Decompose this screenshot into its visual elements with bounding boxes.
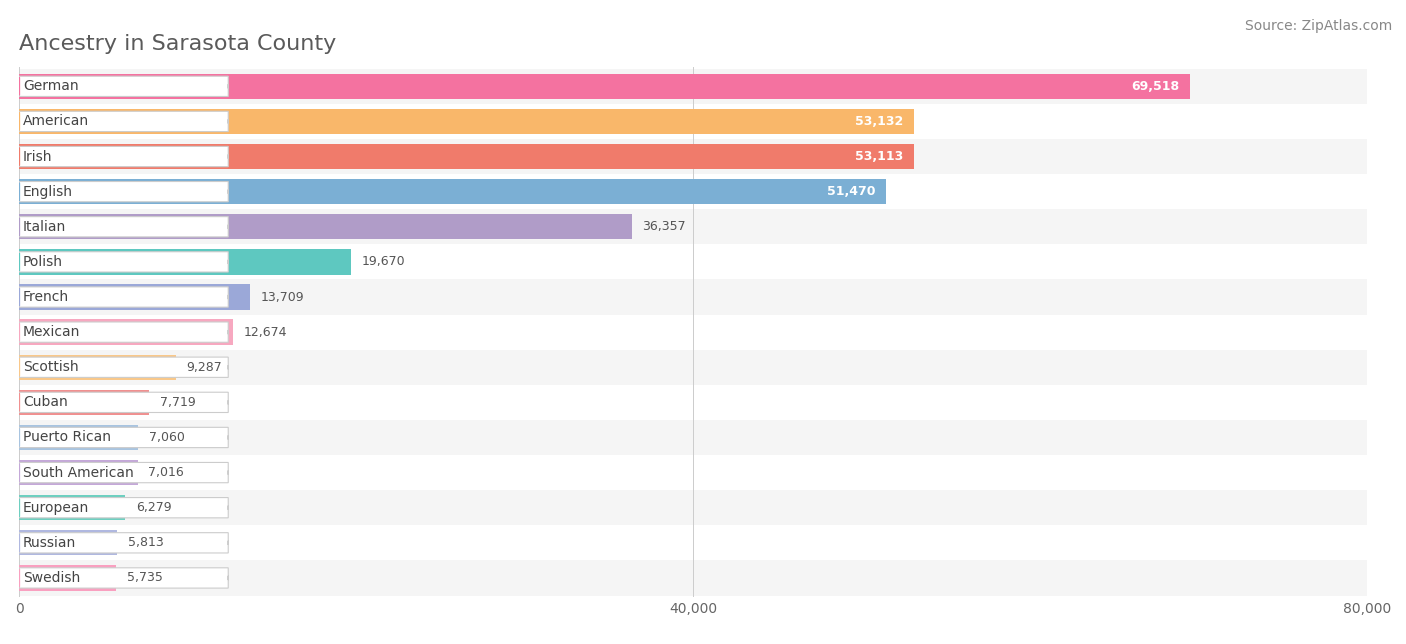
Bar [20,249,350,274]
Text: Mexican: Mexican [22,325,80,339]
Text: 6,279: 6,279 [136,501,172,514]
FancyBboxPatch shape [20,76,228,97]
Bar [20,460,138,485]
FancyBboxPatch shape [20,146,228,167]
Text: 53,113: 53,113 [855,150,903,163]
Text: Puerto Rican: Puerto Rican [22,430,111,444]
Bar [20,385,1367,420]
Text: French: French [22,290,69,304]
Bar [20,495,125,520]
Bar [20,455,1367,490]
FancyBboxPatch shape [20,428,228,448]
Bar [20,214,631,240]
Bar [20,319,233,345]
FancyBboxPatch shape [20,322,228,342]
FancyBboxPatch shape [20,357,228,377]
Bar [20,73,1191,99]
Bar [20,209,1367,244]
Text: 5,813: 5,813 [128,536,165,549]
Text: Cuban: Cuban [22,395,67,410]
Bar [20,390,149,415]
Text: American: American [22,115,89,128]
Bar [20,350,1367,385]
Text: 53,132: 53,132 [855,115,904,128]
Bar [20,104,1367,139]
Text: Italian: Italian [22,220,66,234]
Bar [20,179,886,204]
Text: 12,674: 12,674 [243,326,287,339]
FancyBboxPatch shape [20,462,228,483]
FancyBboxPatch shape [20,498,228,518]
Bar [20,565,115,591]
Text: 13,709: 13,709 [262,290,305,303]
Text: 51,470: 51,470 [827,185,876,198]
Bar [20,490,1367,526]
Bar [20,244,1367,279]
Bar [20,560,1367,596]
FancyBboxPatch shape [20,111,228,131]
Bar [20,314,1367,350]
FancyBboxPatch shape [20,392,228,413]
Text: 7,060: 7,060 [149,431,186,444]
Bar [20,285,250,310]
Text: Swedish: Swedish [22,571,80,585]
Text: Polish: Polish [22,255,63,269]
FancyBboxPatch shape [20,287,228,307]
Bar [20,139,1367,174]
Text: German: German [22,79,79,93]
Bar [20,425,138,450]
Text: 9,287: 9,287 [187,361,222,374]
Text: 5,735: 5,735 [127,571,163,585]
Text: English: English [22,185,73,198]
Text: 19,670: 19,670 [361,256,405,269]
FancyBboxPatch shape [20,533,228,553]
FancyBboxPatch shape [20,568,228,588]
Bar [20,174,1367,209]
Text: Russian: Russian [22,536,76,550]
FancyBboxPatch shape [20,216,228,237]
Text: 7,016: 7,016 [148,466,184,479]
Text: 7,719: 7,719 [160,396,195,409]
Bar [20,279,1367,314]
Bar [20,526,1367,560]
Bar [20,109,914,134]
Text: 36,357: 36,357 [643,220,686,233]
FancyBboxPatch shape [20,182,228,202]
Text: Ancestry in Sarasota County: Ancestry in Sarasota County [20,34,336,54]
Text: Irish: Irish [22,149,52,164]
Bar [20,69,1367,104]
Bar [20,355,176,380]
Text: 69,518: 69,518 [1132,80,1180,93]
FancyBboxPatch shape [20,252,228,272]
Bar [20,420,1367,455]
Text: South American: South American [22,466,134,480]
Text: Scottish: Scottish [22,360,79,374]
Text: Source: ZipAtlas.com: Source: ZipAtlas.com [1244,19,1392,33]
Bar [20,144,914,169]
Text: European: European [22,500,89,515]
Bar [20,530,117,556]
